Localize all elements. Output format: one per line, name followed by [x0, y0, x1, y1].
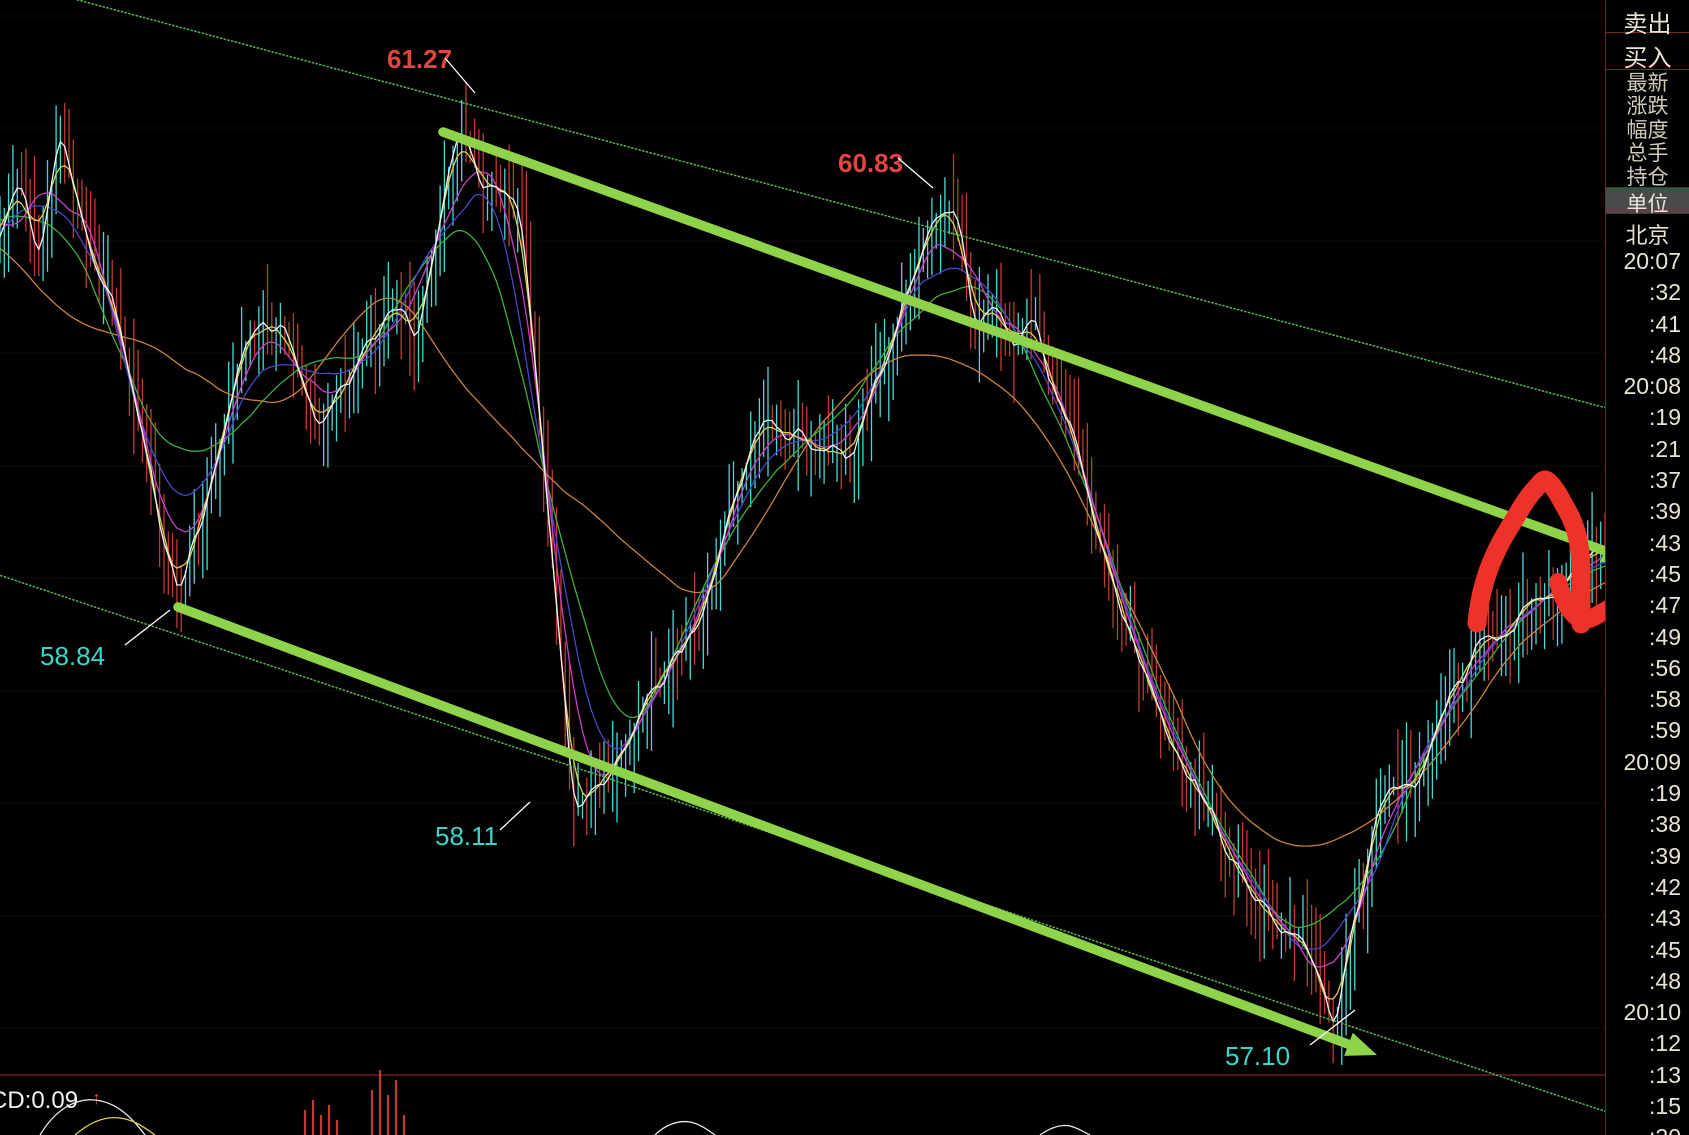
svg-text:61.27: 61.27 [387, 44, 452, 74]
svg-text:↑: ↑ [92, 1088, 101, 1108]
svg-text:60.83: 60.83 [838, 148, 903, 178]
svg-text:57.10: 57.10 [1225, 1041, 1290, 1071]
svg-text:CD:0.09: CD:0.09 [0, 1087, 78, 1114]
svg-text:58.11: 58.11 [435, 821, 498, 851]
svg-text:58.84: 58.84 [40, 641, 105, 671]
